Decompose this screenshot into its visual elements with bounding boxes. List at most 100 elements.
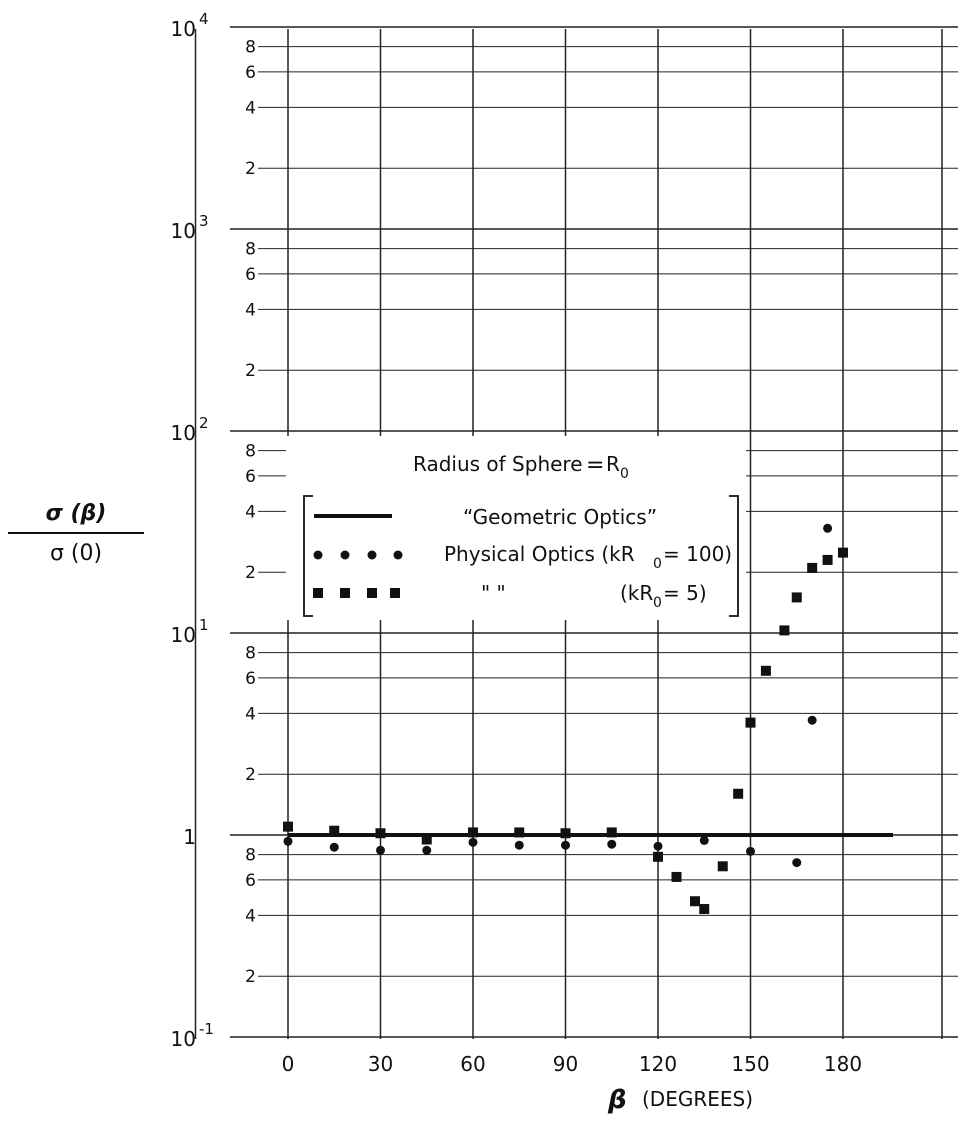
y-minor-tick-label: 4 <box>245 704 256 724</box>
y-minor-tick-label: 2 <box>245 967 256 987</box>
data-point-square <box>746 718 756 728</box>
x-tick-label: 0 <box>282 1052 295 1076</box>
data-point-square <box>807 563 817 573</box>
data-point-square <box>376 828 386 838</box>
x-label-units: (DEGREES) <box>642 1087 753 1111</box>
y-minor-tick-label: 8 <box>245 644 256 664</box>
x-axis-label: β (DEGREES) <box>607 1085 753 1115</box>
y-minor-tick-label: 4 <box>245 906 256 926</box>
legend-circle-marker <box>394 551 403 560</box>
data-point-circle <box>561 841 570 850</box>
legend-circle-marker <box>314 551 323 560</box>
y-minor-tick-label: 8 <box>245 442 256 462</box>
y-minor-tick-label: 6 <box>245 669 256 689</box>
data-point-circle <box>823 524 832 533</box>
x-label-symbol: β <box>607 1085 627 1115</box>
y-minor-tick-label: 2 <box>245 159 256 179</box>
legend-entry-physical-subscript: 0 <box>653 556 662 572</box>
x-tick-label: 90 <box>553 1052 578 1076</box>
legend-heading-equals: = <box>586 453 604 478</box>
legend-entry-ditto: " " <box>481 581 506 605</box>
y-minor-tick-label: 8 <box>245 240 256 260</box>
legend-entry-geometric: “Geometric Optics” <box>463 505 657 529</box>
legend-entry-ditto-subscript: 0 <box>653 595 662 611</box>
legend-circle-marker <box>341 551 350 560</box>
y-minor-tick-label: 6 <box>245 467 256 487</box>
data-point-circle <box>808 716 817 725</box>
y-tick-label: 10 <box>171 623 196 647</box>
data-point-circle <box>700 836 709 845</box>
y-minor-tick-label: 2 <box>245 361 256 381</box>
x-tick-label: 60 <box>460 1052 485 1076</box>
legend-square-marker <box>367 588 377 598</box>
data-point-square <box>779 625 789 635</box>
x-tick-label: 180 <box>824 1052 862 1076</box>
data-point-circle <box>330 843 339 852</box>
y-tick-exponent: 3 <box>199 212 209 230</box>
data-point-square <box>718 861 728 871</box>
data-point-square <box>607 827 617 837</box>
y-tick-exponent: 2 <box>199 414 209 432</box>
y-tick-label: 10 <box>171 219 196 243</box>
data-point-square <box>761 666 771 676</box>
data-point-square <box>283 822 293 832</box>
legend-square-marker <box>390 588 400 598</box>
legend-heading-subscript: 0 <box>620 466 629 482</box>
data-point-circle <box>469 838 478 847</box>
data-point-square <box>690 896 700 906</box>
y-tick-exponent: -1 <box>199 1020 214 1038</box>
data-point-square <box>838 548 848 558</box>
y-axis-label: σ (β) σ (0) <box>8 501 144 566</box>
data-point-circle <box>792 858 801 867</box>
data-point-square <box>422 834 432 844</box>
y-minor-tick-label: 6 <box>245 265 256 285</box>
y-minor-tick-label: 4 <box>245 98 256 118</box>
data-point-circle <box>422 846 431 855</box>
legend-circle-marker <box>368 551 377 560</box>
x-tick-label: 120 <box>639 1052 677 1076</box>
legend-entry-ditto-paren: (kR <box>620 581 653 605</box>
y-tick-label: 10 <box>171 1027 196 1051</box>
data-point-circle <box>746 847 755 856</box>
y-tick-label: 1 <box>183 825 196 849</box>
legend-heading-symbol: R <box>606 452 620 476</box>
legend-square-marker <box>313 588 323 598</box>
y-minor-tick-label: 2 <box>245 563 256 583</box>
legend-heading: Radius of Sphere <box>413 452 583 476</box>
y-minor-tick-label: 4 <box>245 502 256 522</box>
y-tick-label: 10 <box>171 421 196 445</box>
data-point-square <box>561 828 571 838</box>
data-point-circle <box>284 837 293 846</box>
y-minor-tick-label: 2 <box>245 765 256 785</box>
data-point-square <box>792 592 802 602</box>
data-point-circle <box>607 840 616 849</box>
data-point-square <box>733 789 743 799</box>
y-label-denominator: σ (0) <box>50 541 102 566</box>
data-point-circle <box>654 842 663 851</box>
y-label-numerator: σ (β) <box>46 501 107 526</box>
data-point-circle <box>376 846 385 855</box>
x-tick-label: 150 <box>731 1052 769 1076</box>
data-point-square <box>699 904 709 914</box>
data-point-square <box>823 555 833 565</box>
y-tick-exponent: 4 <box>199 10 209 28</box>
y-minor-tick-label: 6 <box>245 63 256 83</box>
y-tick-exponent: 1 <box>199 616 209 634</box>
y-minor-tick-label: 8 <box>245 38 256 58</box>
data-point-square <box>329 826 339 836</box>
legend-entry-physical: Physical Optics (kR <box>444 542 635 566</box>
data-point-square <box>468 827 478 837</box>
data-point-square <box>653 852 663 862</box>
legend-entry-ditto-tail: = 5) <box>663 581 707 605</box>
x-tick-label: 30 <box>368 1052 393 1076</box>
data-point-square <box>514 827 524 837</box>
y-minor-tick-label: 6 <box>245 871 256 891</box>
data-point-square <box>672 872 682 882</box>
y-minor-tick-label: 8 <box>245 846 256 866</box>
y-minor-tick-label: 4 <box>245 300 256 320</box>
legend-square-marker <box>340 588 350 598</box>
y-tick-label: 10 <box>171 17 196 41</box>
